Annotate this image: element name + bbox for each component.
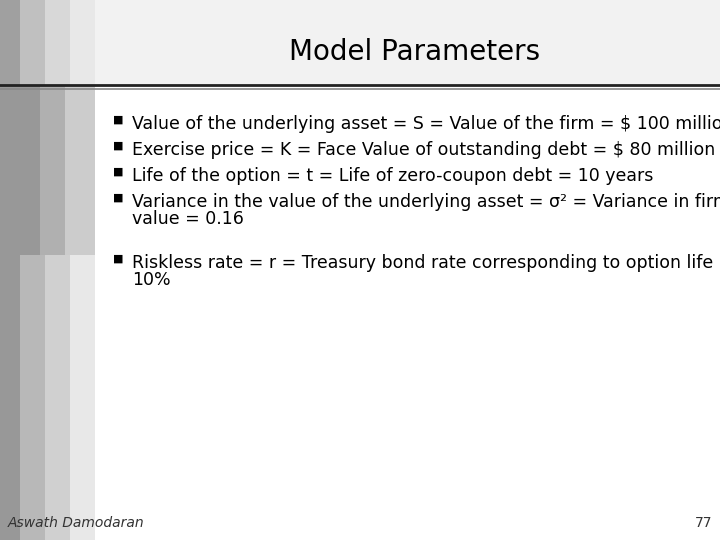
Bar	[0, 0, 45, 85]
Bar	[0, 0, 95, 85]
Text: Life of the option = t = Life of zero-coupon debt = 10 years: Life of the option = t = Life of zero-co…	[132, 167, 653, 185]
Text: Value of the underlying asset = S = Value of the firm = $ 100 million: Value of the underlying asset = S = Valu…	[132, 115, 720, 133]
Bar	[0, 0, 70, 85]
Bar	[0, 85, 95, 255]
Text: Riskless rate = r = Treasury bond rate corresponding to option life =: Riskless rate = r = Treasury bond rate c…	[132, 254, 720, 272]
Text: ■: ■	[113, 167, 123, 177]
Text: ■: ■	[113, 115, 123, 125]
Bar	[0, 0, 45, 540]
Text: ■: ■	[113, 193, 123, 203]
Bar	[0, 85, 40, 255]
Text: ■: ■	[113, 141, 123, 151]
Text: ■: ■	[113, 254, 123, 264]
Bar	[0, 0, 20, 85]
Bar	[95, 0, 720, 85]
Bar	[0, 0, 95, 540]
Text: Model Parameters: Model Parameters	[289, 38, 541, 66]
Text: 10%: 10%	[132, 271, 171, 289]
Text: 77: 77	[695, 516, 712, 530]
Bar	[0, 0, 70, 540]
Text: Exercise price = K = Face Value of outstanding debt = $ 80 million: Exercise price = K = Face Value of outst…	[132, 141, 715, 159]
Bar	[0, 0, 20, 540]
Text: Variance in the value of the underlying asset = σ² = Variance in firm: Variance in the value of the underlying …	[132, 193, 720, 211]
Text: value = 0.16: value = 0.16	[132, 210, 244, 228]
Bar	[0, 85, 65, 255]
Text: Aswath Damodaran: Aswath Damodaran	[8, 516, 145, 530]
